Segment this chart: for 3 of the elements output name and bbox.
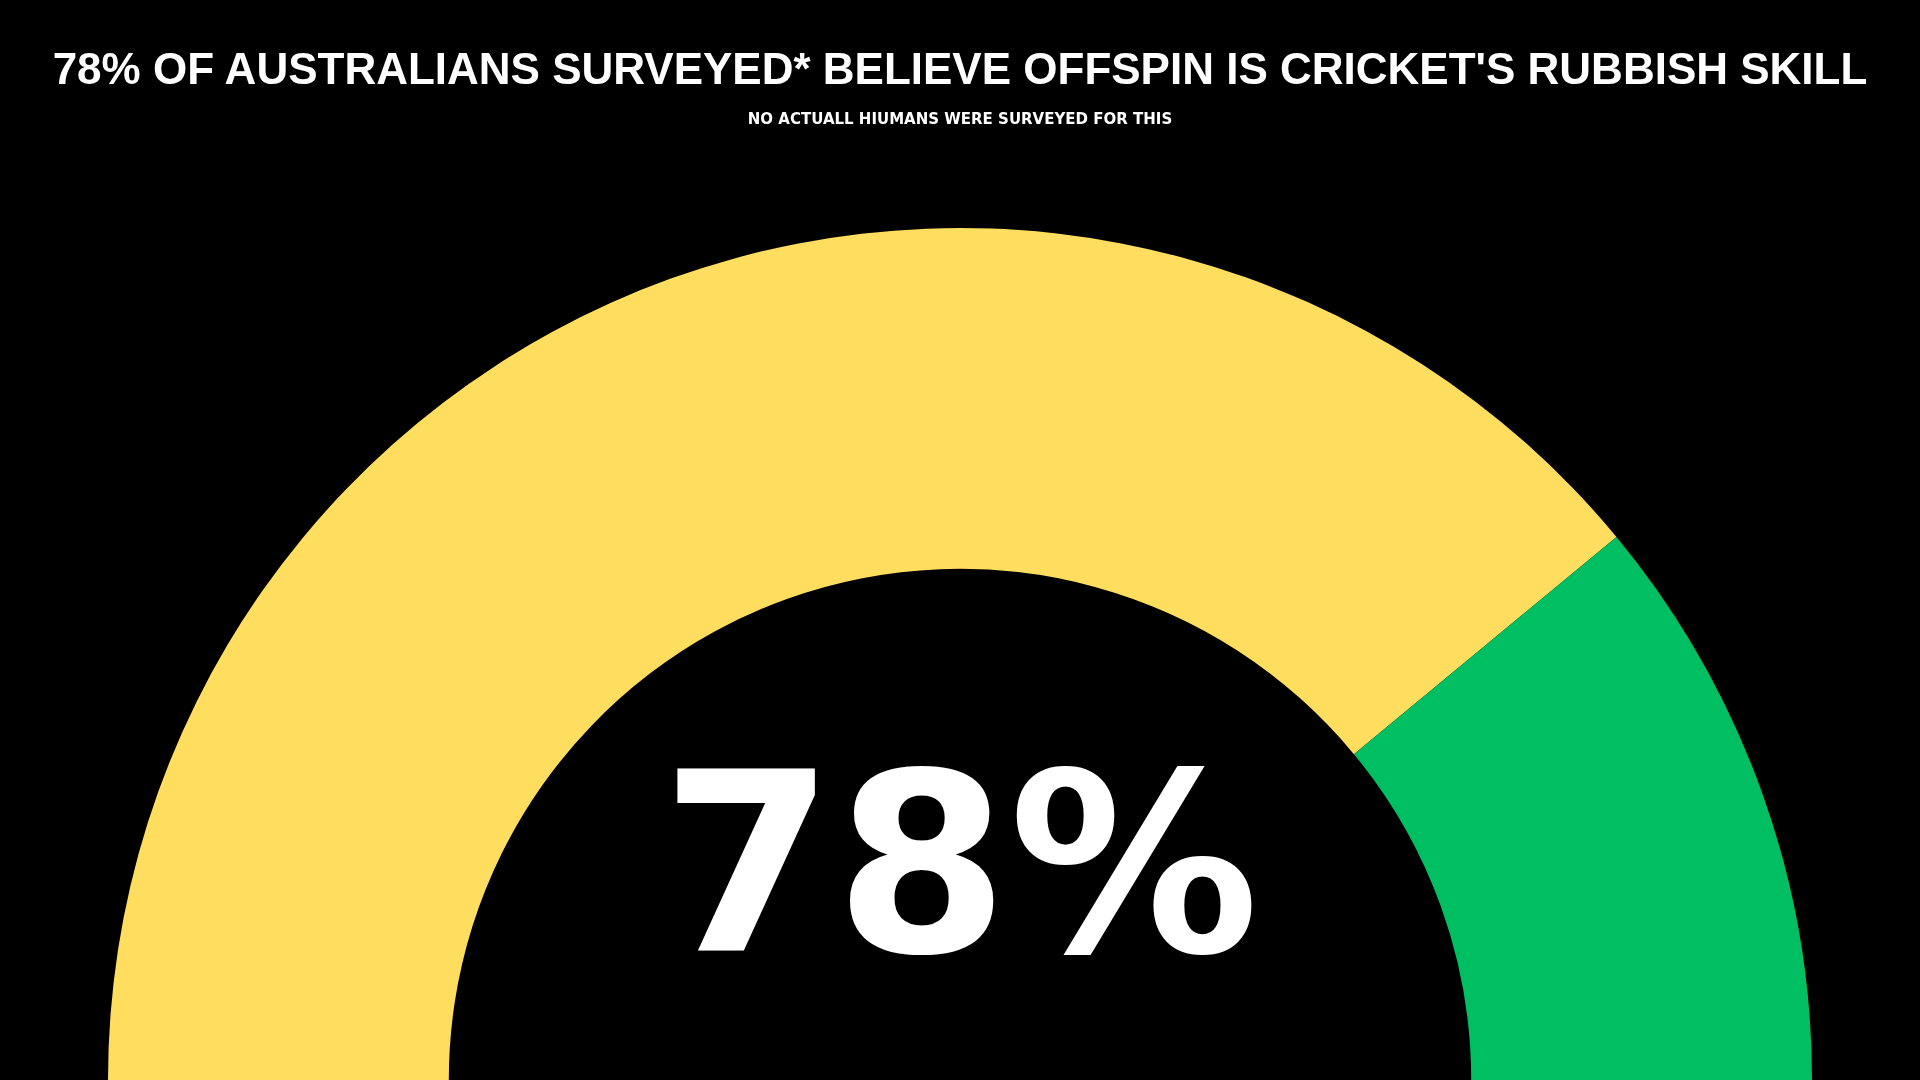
data-label: 78%: [660, 718, 1260, 1010]
chart-subtitle: NO ACTUALL HIUMANS WERE SURVEYED FOR THIS: [746, 110, 1174, 128]
chart-title: 78% OF AUSTRALIANS SURVEYED* BELIEVE OFFSPIN IS CRICKET'S RUBBISH SKILL: [51, 44, 1869, 94]
